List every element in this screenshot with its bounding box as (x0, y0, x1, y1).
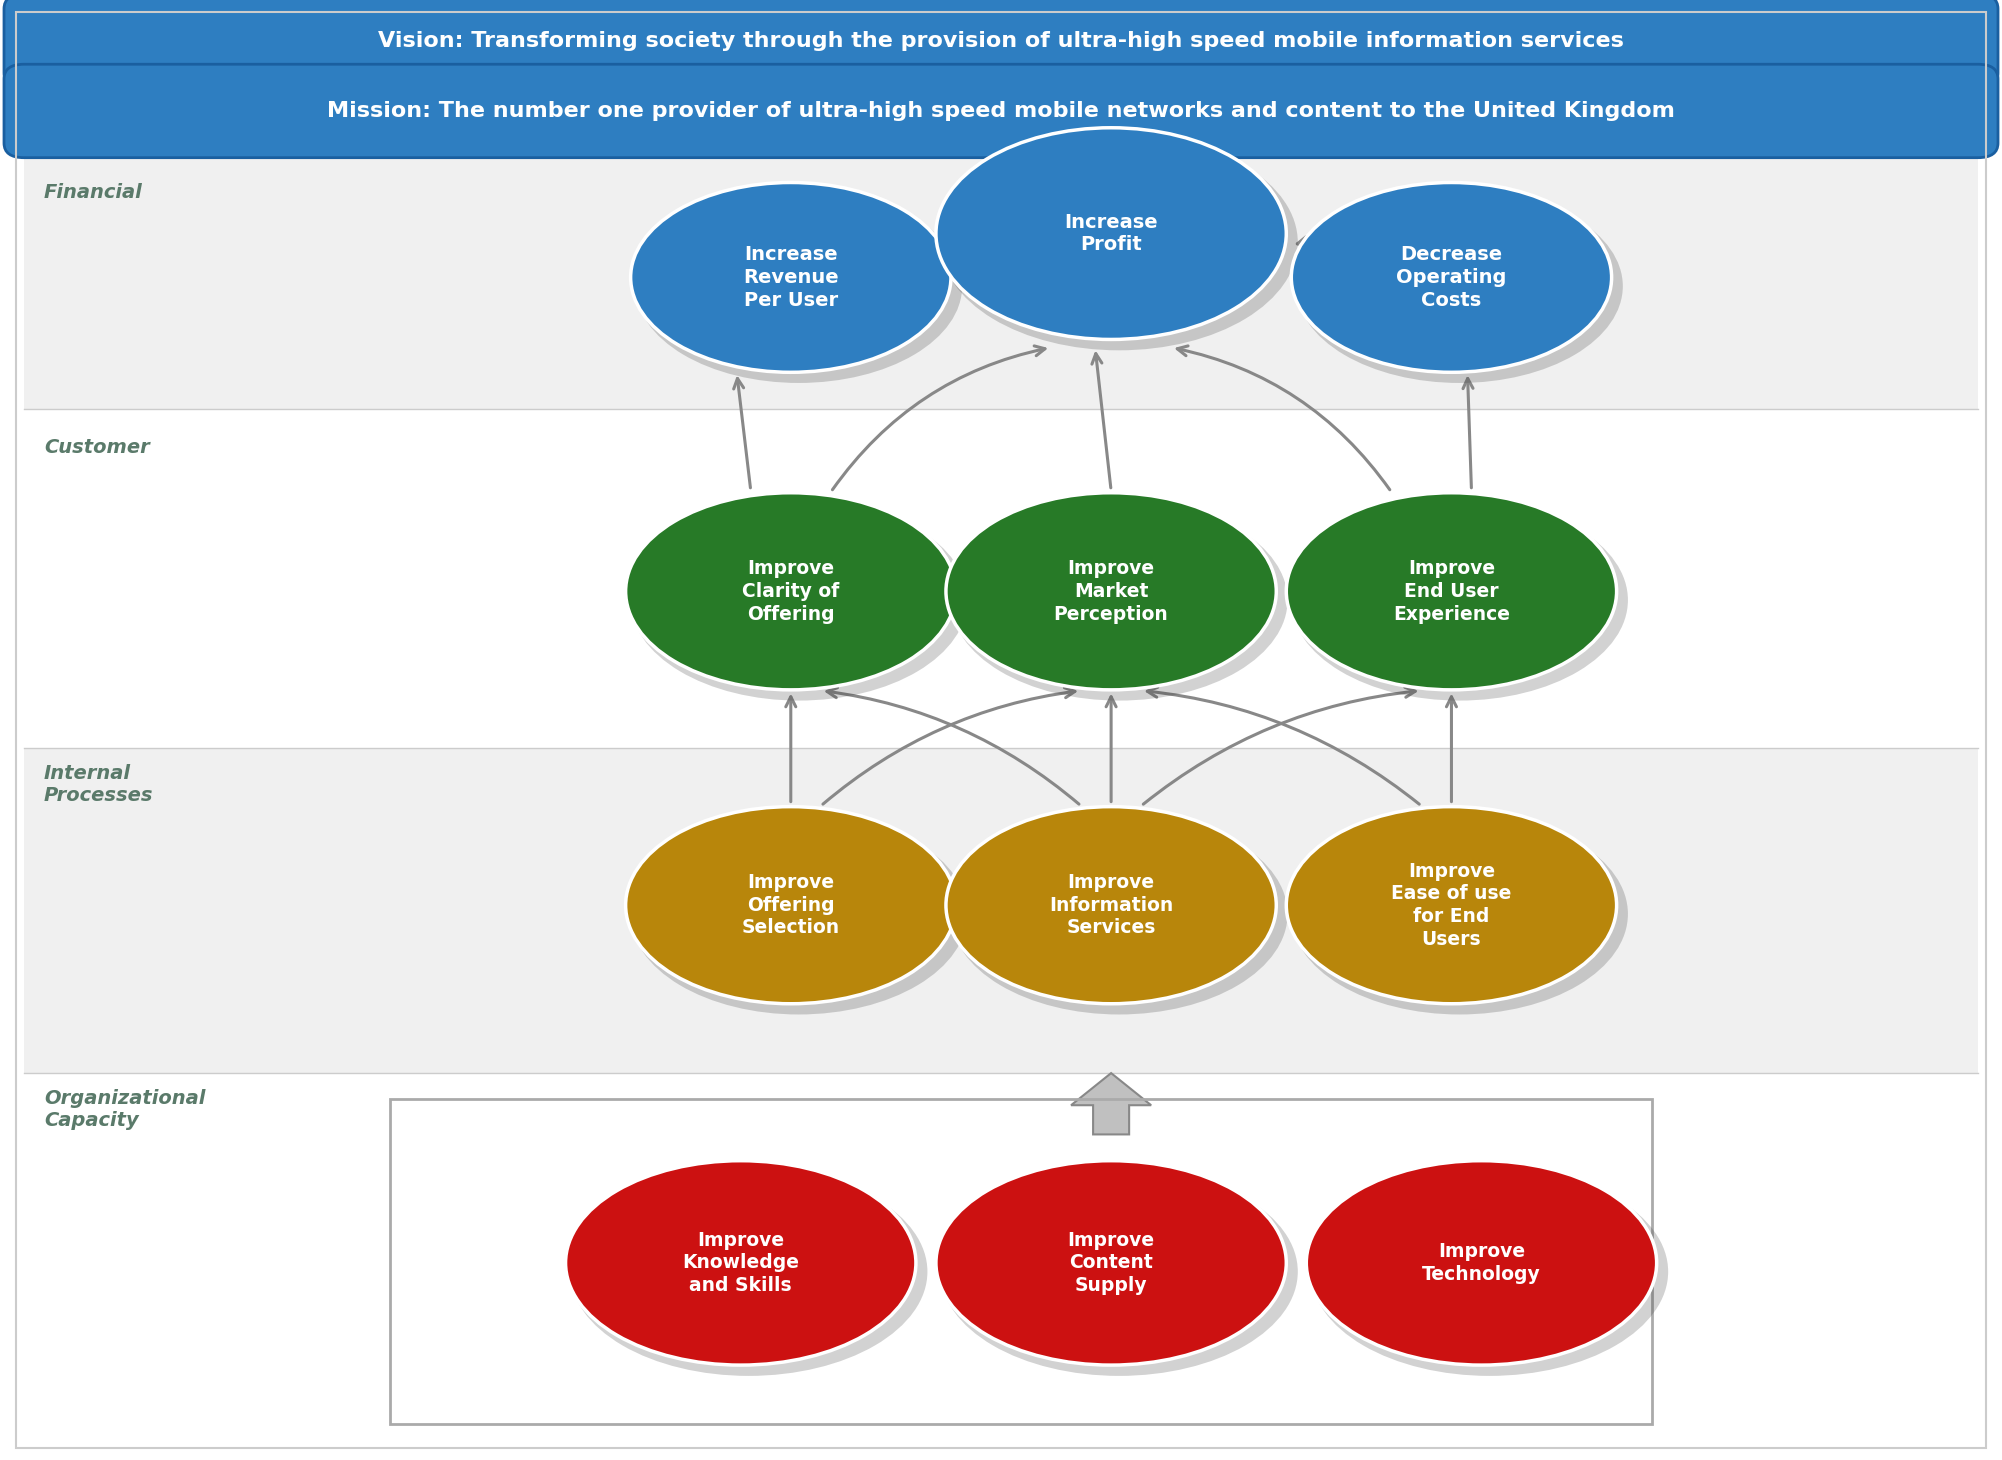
Text: Improve
Clarity of
Offering: Improve Clarity of Offering (743, 559, 839, 623)
Ellipse shape (947, 806, 1277, 1004)
Ellipse shape (631, 499, 967, 701)
Ellipse shape (625, 493, 957, 691)
Ellipse shape (941, 1168, 1297, 1375)
Ellipse shape (951, 813, 1287, 1015)
Polygon shape (1071, 1073, 1151, 1134)
Text: Internal
Processes: Internal Processes (44, 764, 154, 804)
Text: Improve
Market
Perception: Improve Market Perception (1053, 559, 1169, 623)
Text: Decrease
Operating
Costs: Decrease Operating Costs (1395, 245, 1508, 310)
FancyBboxPatch shape (24, 748, 1978, 1073)
Ellipse shape (631, 813, 967, 1015)
Ellipse shape (1291, 499, 1628, 701)
Ellipse shape (937, 128, 1287, 340)
Text: Improve
Offering
Selection: Improve Offering Selection (741, 873, 841, 937)
Ellipse shape (1291, 182, 1612, 372)
Ellipse shape (1307, 1161, 1658, 1365)
Ellipse shape (625, 806, 957, 1004)
Text: Improve
End User
Experience: Improve End User Experience (1393, 559, 1510, 623)
Ellipse shape (1291, 813, 1628, 1015)
Ellipse shape (635, 190, 963, 383)
Ellipse shape (951, 499, 1287, 701)
Ellipse shape (631, 182, 951, 372)
Text: Improve
Information
Services: Improve Information Services (1049, 873, 1173, 937)
Text: Customer: Customer (44, 438, 150, 457)
Ellipse shape (947, 493, 1277, 691)
Text: Improve
Content
Supply: Improve Content Supply (1067, 1231, 1155, 1295)
Text: Mission: The number one provider of ultra-high speed mobile networks and content: Mission: The number one provider of ultr… (326, 101, 1676, 121)
FancyBboxPatch shape (4, 0, 1998, 88)
Ellipse shape (941, 134, 1297, 350)
Ellipse shape (571, 1168, 927, 1375)
Text: Increase
Revenue
Per User: Increase Revenue Per User (743, 245, 839, 310)
Text: Increase
Profit: Increase Profit (1065, 213, 1157, 254)
Ellipse shape (1285, 493, 1618, 691)
Ellipse shape (567, 1161, 915, 1365)
Text: Organizational
Capacity: Organizational Capacity (44, 1089, 206, 1130)
Ellipse shape (1285, 806, 1618, 1004)
Text: Improve
Knowledge
and Skills: Improve Knowledge and Skills (683, 1231, 799, 1295)
Ellipse shape (937, 1161, 1287, 1365)
Text: Vision: Transforming society through the provision of ultra-high speed mobile in: Vision: Transforming society through the… (378, 31, 1624, 51)
FancyBboxPatch shape (24, 1073, 1978, 1442)
FancyBboxPatch shape (24, 409, 1978, 748)
Ellipse shape (1295, 190, 1624, 383)
FancyBboxPatch shape (4, 64, 1998, 158)
Text: Financial: Financial (44, 182, 142, 201)
Ellipse shape (1311, 1168, 1668, 1375)
FancyBboxPatch shape (24, 149, 1978, 409)
Text: Improve
Technology: Improve Technology (1421, 1242, 1542, 1283)
Text: Improve
Ease of use
for End
Users: Improve Ease of use for End Users (1391, 861, 1512, 949)
